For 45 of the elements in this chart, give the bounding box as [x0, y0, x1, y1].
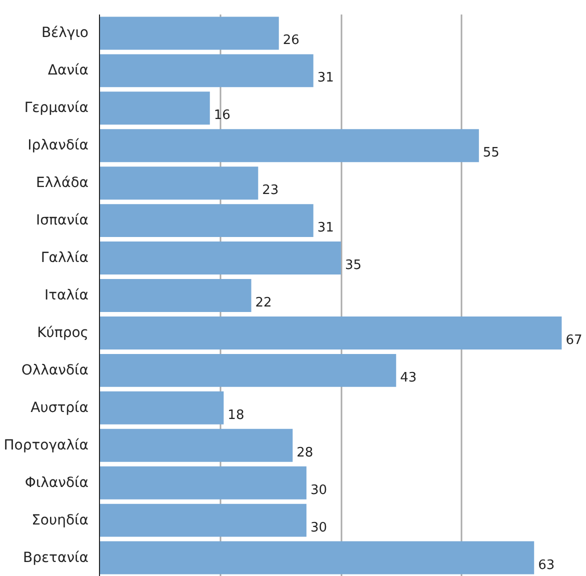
- bar: [100, 92, 210, 125]
- y-tick-label: Βέλγιο: [41, 25, 88, 42]
- data-label: 16: [214, 108, 230, 124]
- data-label: 35: [344, 258, 362, 274]
- data-label: 31: [317, 220, 334, 236]
- data-label: 31: [317, 70, 334, 86]
- y-tick-label: Ελλάδα: [36, 175, 89, 192]
- y-tick-label: Βρετανία: [23, 550, 89, 566]
- bar: [100, 504, 306, 537]
- y-tick-label: Ιταλία: [44, 288, 89, 304]
- y-tick-label: Γαλλία: [40, 250, 89, 266]
- y-tick-label: Κύπρος: [37, 324, 89, 341]
- bar: [100, 354, 396, 387]
- y-tick-label: Ισπανία: [36, 212, 89, 229]
- y-tick-label: Ιρλανδία: [28, 138, 89, 154]
- data-label: 30: [310, 520, 328, 536]
- y-tick-label: Δανία: [48, 62, 88, 79]
- data-label: 28: [296, 445, 314, 460]
- data-label: 18: [228, 408, 244, 423]
- data-label: 55: [482, 146, 500, 161]
- data-label: 30: [310, 482, 328, 498]
- data-label: 22: [255, 296, 272, 310]
- bar: [100, 279, 252, 312]
- bar: [100, 541, 534, 574]
- bar: [100, 242, 341, 275]
- bar: [100, 466, 306, 500]
- bar: [100, 54, 314, 88]
- data-label: 23: [262, 183, 279, 198]
- y-tick-label: Αυστρία: [30, 400, 89, 416]
- data-label: 26: [282, 33, 300, 48]
- bar: [100, 428, 293, 462]
- y-tick-label: Σουηδία: [32, 512, 89, 528]
- data-label: 67: [566, 332, 582, 348]
- bar: [100, 316, 562, 350]
- bar: [100, 129, 479, 162]
- bar: [100, 166, 258, 200]
- data-label: 43: [400, 370, 417, 386]
- bar: [100, 204, 314, 238]
- y-tick-label: Πορτογαλία: [4, 437, 89, 454]
- y-tick-label: Γερμανία: [24, 100, 89, 116]
- y-tick-label: Ολλανδία: [21, 362, 88, 378]
- bar: [100, 16, 279, 50]
- bar: [100, 391, 224, 424]
- y-tick-label: Φιλανδία: [24, 474, 89, 491]
- data-label: 63: [538, 558, 555, 573]
